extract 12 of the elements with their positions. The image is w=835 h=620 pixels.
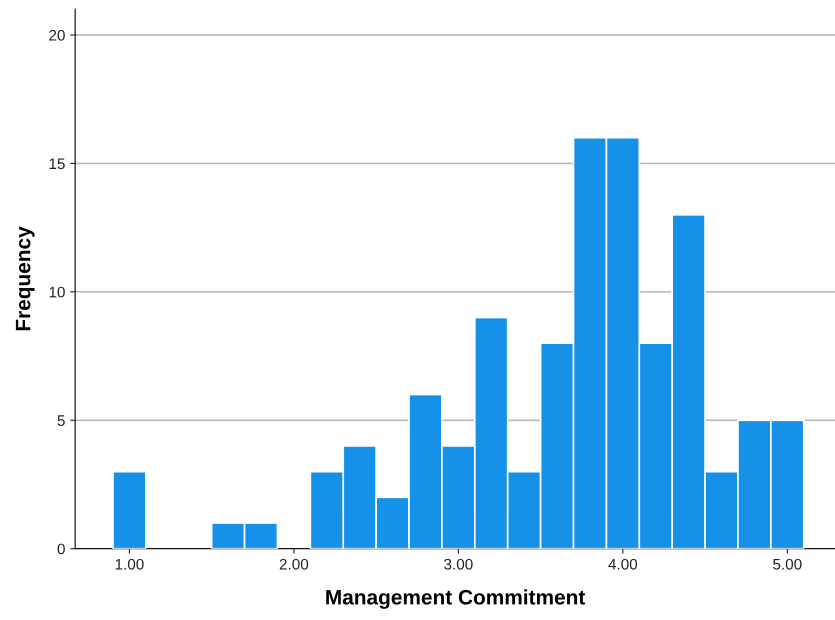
y-tick-label: 15	[50, 158, 65, 170]
y-tick-label: 20	[49, 30, 65, 41]
y-tick-label: 0	[58, 544, 65, 554]
x-axis-title: Management Commitment	[326, 589, 586, 609]
x-tick-label: 3.00	[444, 558, 473, 570]
y-tick-label: 5	[58, 415, 65, 426]
y-tick-label: 10	[50, 286, 65, 298]
x-tick-label: 2.00	[280, 558, 308, 570]
x-tick-label: 5.00	[773, 558, 802, 570]
y-axis-title: Frequency	[16, 226, 35, 330]
x-tick-label: 4.00	[608, 558, 638, 570]
x-tick-label: 1.00	[116, 558, 144, 570]
